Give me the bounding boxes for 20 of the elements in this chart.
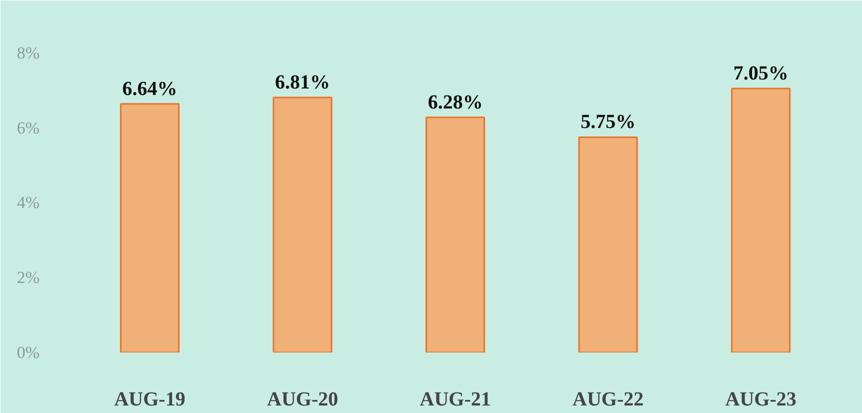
y-tick-label: 4% [16,193,40,212]
data-label: 6.28% [428,91,483,114]
data-label: 6.64% [122,78,178,100]
x-tick-label: AUG-20 [267,388,338,410]
x-tick-label: AUG-23 [725,388,796,410]
bar [272,96,332,352]
bar [578,136,638,352]
x-tick-label: AUG-21 [420,388,491,410]
data-label: 5.75% [580,111,636,134]
y-tick-label: 2% [16,268,40,288]
y-tick-label: 0% [16,343,40,362]
x-tick-label: AUG-22 [572,388,644,410]
data-label: 7.05% [733,62,788,85]
y-tick-label: 8% [16,43,40,62]
bar [120,103,180,352]
bar [426,116,486,352]
x-tick-label: AUG-19 [114,388,186,410]
data-label: 6.81% [275,72,330,94]
bar [731,88,791,352]
y-tick-label: 6% [16,118,40,138]
